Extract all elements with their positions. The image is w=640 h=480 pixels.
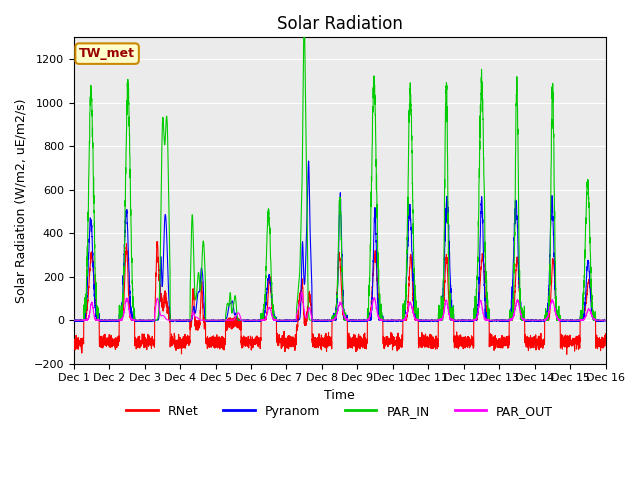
Legend: RNet, Pyranom, PAR_IN, PAR_OUT: RNet, Pyranom, PAR_IN, PAR_OUT	[122, 400, 558, 423]
X-axis label: Time: Time	[324, 389, 355, 402]
Title: Solar Radiation: Solar Radiation	[276, 15, 403, 33]
Text: TW_met: TW_met	[79, 47, 135, 60]
Y-axis label: Solar Radiation (W/m2, uE/m2/s): Solar Radiation (W/m2, uE/m2/s)	[15, 98, 28, 303]
